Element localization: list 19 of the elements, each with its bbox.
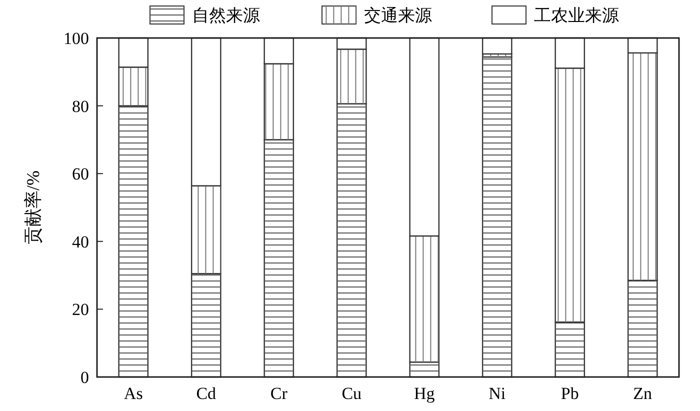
- y-tick-label: 80: [72, 96, 89, 116]
- y-tick-label: 100: [64, 28, 89, 48]
- bar: [482, 37, 512, 55]
- x-tick-label: Cr: [270, 384, 288, 403]
- y-tick-label: 20: [72, 300, 89, 320]
- x-tick-label: Cu: [342, 384, 362, 403]
- legend-label: 工农业来源: [534, 6, 619, 25]
- x-tick-label: As: [124, 384, 143, 403]
- x-tick-label: Hg: [414, 384, 436, 403]
- legend-label: 交通来源: [364, 6, 432, 25]
- x-tick-label: Cd: [196, 384, 217, 403]
- y-tick-label: 40: [72, 232, 89, 252]
- y-axis-title: 贡献率/%: [23, 170, 43, 244]
- y-tick-label: 0: [80, 368, 89, 387]
- x-tick-label: Pb: [560, 384, 579, 403]
- legend-label: 自然来源: [192, 6, 260, 25]
- y-tick-label: 60: [72, 164, 89, 184]
- x-tick-label: Ni: [488, 384, 506, 403]
- x-tick-label: Zn: [633, 384, 653, 403]
